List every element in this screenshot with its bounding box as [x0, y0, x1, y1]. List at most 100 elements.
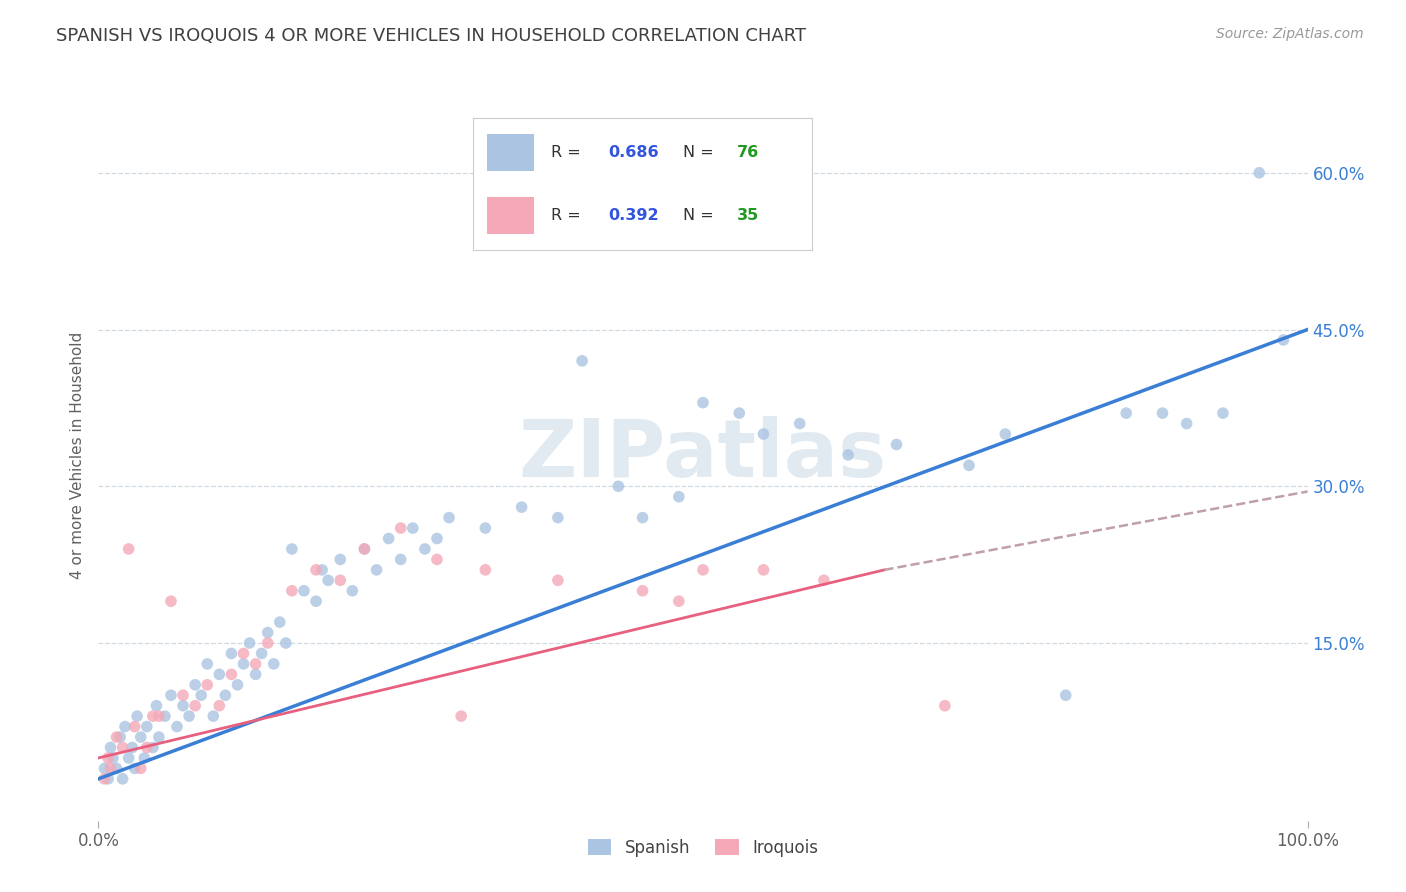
Point	[994, 427, 1017, 442]
Point	[232, 657, 254, 671]
Point	[1175, 417, 1198, 431]
Point	[129, 761, 152, 775]
Point	[728, 406, 751, 420]
Point	[105, 761, 128, 775]
Point	[121, 740, 143, 755]
Point	[250, 647, 273, 661]
Point	[1115, 406, 1137, 420]
Point	[389, 521, 412, 535]
Point	[114, 720, 136, 734]
Point	[957, 458, 980, 473]
Point	[547, 574, 569, 588]
Point	[281, 541, 304, 556]
Point	[118, 541, 141, 556]
Point	[789, 417, 811, 431]
Point	[145, 698, 167, 713]
Point	[214, 688, 236, 702]
Text: ZIPatlas: ZIPatlas	[519, 416, 887, 494]
Point	[353, 541, 375, 556]
Point	[426, 552, 449, 566]
Point	[692, 395, 714, 409]
Point	[135, 740, 157, 755]
Point	[305, 594, 328, 608]
Point	[305, 563, 328, 577]
Point	[752, 563, 775, 577]
Point	[366, 563, 388, 577]
Point	[160, 688, 183, 702]
Point	[202, 709, 225, 723]
Point	[631, 583, 654, 598]
Point	[208, 667, 231, 681]
Point	[101, 751, 124, 765]
Point	[281, 583, 304, 598]
Point	[631, 510, 654, 524]
Point	[142, 709, 165, 723]
Point	[195, 678, 218, 692]
Point	[668, 490, 690, 504]
Point	[97, 772, 120, 786]
Point	[1152, 406, 1174, 420]
Point	[100, 740, 122, 755]
Point	[256, 636, 278, 650]
Point	[172, 698, 194, 713]
Point	[124, 720, 146, 734]
Point	[692, 563, 714, 577]
Point	[221, 647, 243, 661]
Point	[1054, 688, 1077, 702]
Point	[184, 678, 207, 692]
Y-axis label: 4 or more Vehicles in Household: 4 or more Vehicles in Household	[69, 331, 84, 579]
Point	[208, 698, 231, 713]
Point	[166, 720, 188, 734]
Point	[239, 636, 262, 650]
Point	[1272, 333, 1295, 347]
Point	[474, 521, 496, 535]
Point	[668, 594, 690, 608]
Point	[111, 740, 134, 755]
Point	[752, 427, 775, 442]
Point	[402, 521, 425, 535]
Point	[195, 657, 218, 671]
Point	[1249, 166, 1271, 180]
Point	[437, 510, 460, 524]
Point	[232, 647, 254, 661]
Point	[190, 688, 212, 702]
Point	[172, 688, 194, 702]
Point	[342, 583, 364, 598]
Point	[179, 709, 201, 723]
Point	[142, 740, 165, 755]
Point	[837, 448, 859, 462]
Point	[547, 510, 569, 524]
Point	[1212, 406, 1234, 420]
Point	[377, 532, 399, 546]
Point	[148, 709, 170, 723]
Point	[93, 761, 115, 775]
Point	[607, 479, 630, 493]
Point	[221, 667, 243, 681]
Text: Source: ZipAtlas.com: Source: ZipAtlas.com	[1216, 27, 1364, 41]
Point	[571, 354, 593, 368]
Point	[256, 625, 278, 640]
Point	[389, 552, 412, 566]
Point	[413, 541, 436, 556]
Point	[316, 574, 339, 588]
Text: SPANISH VS IROQUOIS 4 OR MORE VEHICLES IN HOUSEHOLD CORRELATION CHART: SPANISH VS IROQUOIS 4 OR MORE VEHICLES I…	[56, 27, 807, 45]
Point	[426, 532, 449, 546]
Point	[105, 730, 128, 744]
Point	[124, 761, 146, 775]
Point	[274, 636, 297, 650]
Point	[329, 552, 352, 566]
Point	[292, 583, 315, 598]
Point	[934, 698, 956, 713]
Point	[329, 574, 352, 588]
Point	[97, 751, 120, 765]
Legend: Spanish, Iroquois: Spanish, Iroquois	[582, 832, 824, 863]
Point	[245, 667, 267, 681]
Point	[474, 563, 496, 577]
Point	[269, 615, 291, 629]
Point	[226, 678, 249, 692]
Point	[353, 541, 375, 556]
Point	[184, 698, 207, 713]
Point	[148, 730, 170, 744]
Point	[311, 563, 333, 577]
Point	[134, 751, 156, 765]
